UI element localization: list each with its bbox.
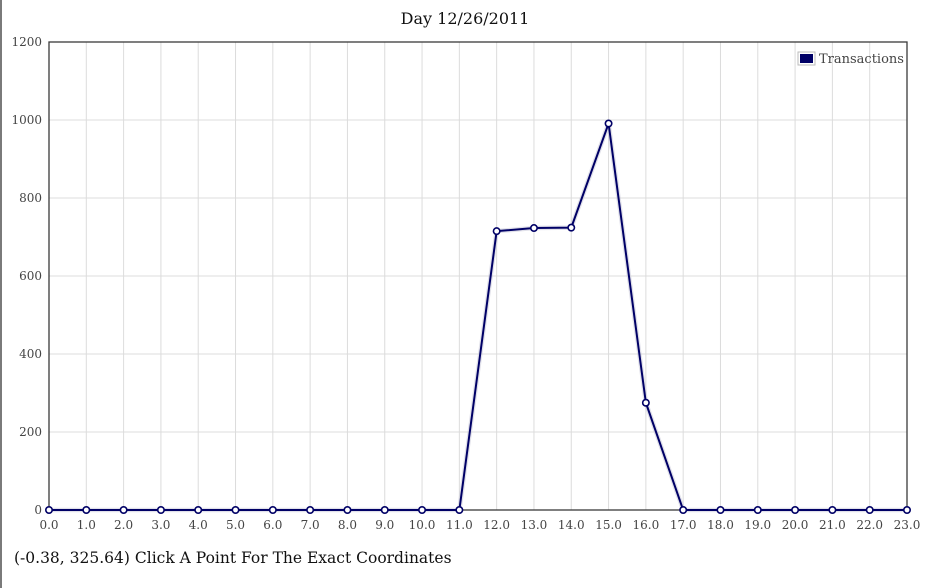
data-point-2[interactable]	[119, 505, 128, 514]
x-tick-label-6: 6.0	[263, 518, 282, 532]
data-point-12[interactable]	[492, 227, 501, 236]
x-tick-label-2: 2.0	[114, 518, 133, 532]
y-tick-label-1: 200	[19, 425, 42, 439]
data-point-17[interactable]	[679, 505, 688, 514]
y-tick-label-2: 400	[19, 347, 42, 361]
x-tick-label-11: 11.0	[446, 518, 473, 532]
data-point-23[interactable]	[902, 505, 911, 514]
legend-label-transactions: Transactions	[819, 52, 904, 67]
x-tick-label-3: 3.0	[151, 518, 170, 532]
data-point-1[interactable]	[82, 505, 91, 514]
data-point-6[interactable]	[268, 505, 277, 514]
series-layer[interactable]	[44, 119, 911, 514]
data-point-4[interactable]	[194, 505, 203, 514]
x-tick-label-5: 5.0	[226, 518, 245, 532]
x-tick-label-21: 21.0	[819, 518, 846, 532]
data-point-16[interactable]	[641, 398, 650, 407]
y-tick-label-4: 800	[19, 191, 42, 205]
data-point-14[interactable]	[567, 223, 576, 232]
y-tick-label-6: 1200	[11, 35, 42, 49]
x-tick-label-20: 20.0	[782, 518, 809, 532]
data-point-20[interactable]	[791, 505, 800, 514]
data-point-19[interactable]	[753, 505, 762, 514]
x-tick-label-0: 0.0	[39, 518, 58, 532]
data-point-21[interactable]	[828, 505, 837, 514]
data-point-10[interactable]	[418, 505, 427, 514]
coordinates-hint: Click A Point For The Exact Coordinates	[134, 549, 452, 567]
y-tick-label-0: 0	[34, 503, 42, 517]
x-tick-label-13: 13.0	[521, 518, 548, 532]
x-tick-label-10: 10.0	[409, 518, 436, 532]
chart-legend: Transactions	[797, 51, 904, 67]
data-point-8[interactable]	[343, 505, 352, 514]
chart-title: Day 12/26/2011	[400, 9, 530, 28]
data-point-3[interactable]	[156, 505, 165, 514]
x-tick-label-19: 19.0	[744, 518, 771, 532]
legend-swatch	[800, 54, 813, 63]
data-point-11[interactable]	[455, 505, 464, 514]
x-tick-label-22: 22.0	[856, 518, 883, 532]
x-tick-label-7: 7.0	[301, 518, 320, 532]
x-tick-label-8: 8.0	[338, 518, 357, 532]
series-line-0	[49, 122, 907, 511]
data-point-22[interactable]	[865, 505, 874, 514]
coordinates-readout: (-0.38, 325.64) Click A Point For The Ex…	[14, 549, 452, 567]
data-point-5[interactable]	[231, 505, 240, 514]
y-tick-label-5: 1000	[11, 113, 42, 127]
x-tick-label-18: 18.0	[707, 518, 734, 532]
page-left-border	[0, 0, 2, 588]
data-point-9[interactable]	[380, 505, 389, 514]
plot-frame	[48, 41, 908, 511]
x-tick-label-4: 4.0	[189, 518, 208, 532]
axis-tick-labels: 0.0 1.0 2.0 3.0 4.0 5.0 6.0 7.0 8.0 9.0 10.0 11.0 12…	[11, 35, 920, 532]
x-tick-label-17: 17.0	[670, 518, 697, 532]
data-point-15[interactable]	[604, 119, 613, 128]
x-tick-label-14: 14.0	[558, 518, 585, 532]
x-tick-label-1: 1.0	[77, 518, 96, 532]
data-point-0[interactable]	[44, 505, 53, 514]
x-tick-label-16: 16.0	[633, 518, 660, 532]
data-point-13[interactable]	[529, 224, 538, 233]
data-point-18[interactable]	[716, 505, 725, 514]
x-tick-label-9: 9.0	[375, 518, 394, 532]
data-point-7[interactable]	[306, 505, 315, 514]
x-tick-label-15: 15.0	[595, 518, 622, 532]
y-tick-label-3: 600	[19, 269, 42, 283]
x-tick-label-23: 23.0	[894, 518, 921, 532]
coordinates-value: (-0.38, 325.64)	[14, 549, 130, 567]
x-tick-label-12: 12.0	[483, 518, 510, 532]
